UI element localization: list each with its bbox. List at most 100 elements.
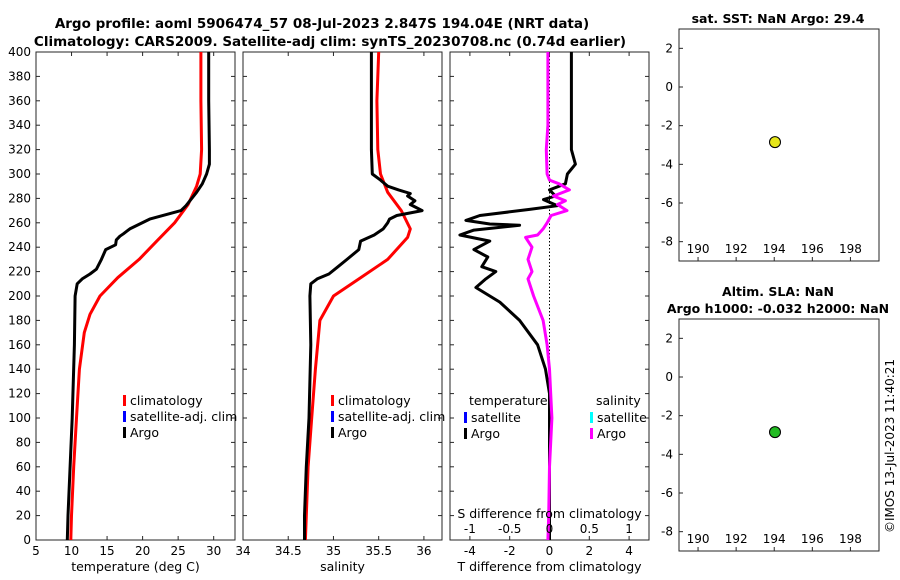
salinity-argo-line [303,52,424,540]
sst-title: sat. SST: NaN Argo: 29.4 [692,11,865,26]
temperature-panel: 0 20 40 60 80 100 120 140 160 180 200 220 240 260 280 3… [8,45,237,574]
sla-title: Altim. SLA: NaN [722,284,834,299]
legend-temperature-title: temperature [469,393,548,408]
legend-swatch [123,411,126,422]
legend-swatch [331,427,334,438]
y-tick-label: -4 [661,447,673,461]
legend-swatch [590,412,593,423]
y-tick-label: 280 [8,191,31,205]
y-tick-label: 80 [16,435,31,449]
y-tick-label: 400 [8,45,31,59]
difference-argo-s-line [524,52,571,541]
legend-label: Argo [597,426,626,441]
y-tick-label: -6 [661,196,673,210]
x-tick-label: 20 [135,544,150,558]
legend-label: Argo [471,426,500,441]
y-tick-label: 60 [16,460,31,474]
y-tick-label: 380 [8,69,31,83]
x-tick-label: 190 [687,242,710,256]
x-tick-label: 15 [99,544,114,558]
legend-label: satellite [471,410,521,425]
y-tick-label: -4 [661,157,673,171]
y-tick-label: 240 [8,240,31,254]
legend-label: Argo [130,425,159,440]
sst-panel: 2 0 -2 -4 -6 -8 190 192 194 196 198 sat. SST: NaN A… [661,11,880,262]
x-tick-label: 36 [416,544,431,558]
x-tick-label: 2 [585,544,593,558]
legend-swatch [464,412,467,423]
legend-swatch [331,411,334,422]
y-tick-label: -2 [661,409,673,423]
x-tick-label: 192 [725,242,748,256]
difference-panel: -4 -2 0 2 4 -1 -0.5 0 0.5 1S difference from clim… [449,51,650,574]
temperature-climatology-line [69,52,204,541]
y-tick-label: 2 [665,41,673,55]
temperature-xlabel: temperature (deg C) [71,559,200,574]
x-tick-label: 192 [725,532,748,546]
sla-panel: 2 0 -2 -4 -6 -8 190 192 194 196 198 Altim. SLA: NaN… [661,284,889,552]
x-tick-label: 0 [546,544,554,558]
legend-label: satellite-adj. clim [338,409,445,424]
x-tick-label: -4 [464,544,476,558]
y-tick-label: 320 [8,143,31,157]
x-tick-label: 5 [32,544,40,558]
salinity-panel: 34 34.5 35 35.5 36 salinity climatologysatelli… [235,51,445,574]
temperature-axes-box [35,51,236,541]
y-tick-label: 140 [8,362,31,376]
x-tick-label: 25 [171,544,186,558]
legend-label: satellite [597,410,647,425]
y-tick-label: 260 [8,216,31,230]
s-diff-tick-label: 0 [546,522,554,536]
y-tick-label: 360 [8,94,31,108]
y-tick-label: 340 [8,118,31,132]
y-tick-label: 220 [8,265,31,279]
legend-label: climatology [130,393,203,408]
legend-swatch [331,395,334,406]
imos-timestamp: ©IMOS 13-Jul-2023 11:40:21 [883,359,897,533]
x-tick-label: 198 [839,242,862,256]
y-tick-label: 20 [16,509,31,523]
y-tick-label: 40 [16,484,31,498]
x-tick-label: 198 [839,532,862,546]
legend-label: climatology [338,393,411,408]
x-tick-label: 194 [763,242,786,256]
s-diff-tick-label: 1 [625,522,633,536]
figure-title-line1: Argo profile: aoml 5906474_57 08-Jul-202… [55,16,589,32]
x-tick-label: 30 [206,544,221,558]
y-tick-label: 2 [665,331,673,345]
x-tick-label: 194 [763,532,786,546]
x-tick-label: -2 [504,544,516,558]
x-tick-label: 35 [326,544,341,558]
legend-label: satellite-adj. clim [130,409,237,424]
x-tick-label: 4 [625,544,633,558]
t-diff-axis-label: T difference from climatology [456,559,642,574]
y-tick-label: -6 [661,486,673,500]
s-diff-tick-label: -0.5 [498,522,521,536]
salinity-xlabel: salinity [320,559,365,574]
x-tick-label: 35.5 [365,544,392,558]
temperature-argo-line [65,52,211,541]
legend-label: Argo [338,425,367,440]
legend-salinity-title: salinity [596,393,641,408]
x-tick-label: 34.5 [275,544,302,558]
salinity-climatology-line [303,51,412,541]
legend-swatch [590,428,593,439]
sla-subtitle: Argo h1000: -0.032 h2000: NaN [667,301,889,316]
sst-argo-position-marker [769,136,781,149]
y-tick-label: 120 [8,387,31,401]
y-tick-label: 180 [8,313,31,327]
sla-argo-position-marker [769,426,781,439]
legend-swatch [123,427,126,438]
y-tick-label: -2 [661,119,673,133]
y-tick-label: 0 [665,80,673,94]
s-diff-tick-label: 0.5 [580,522,599,536]
salinity-axes-box [242,51,443,541]
x-tick-label: 196 [801,532,824,546]
y-tick-label: 100 [8,411,31,425]
y-tick-label: -8 [661,525,673,539]
s-diff-axis-label: S difference from climatology [457,506,642,521]
x-tick-label: 10 [64,544,79,558]
x-tick-label: 196 [801,242,824,256]
difference-argo-t-line [458,52,577,540]
